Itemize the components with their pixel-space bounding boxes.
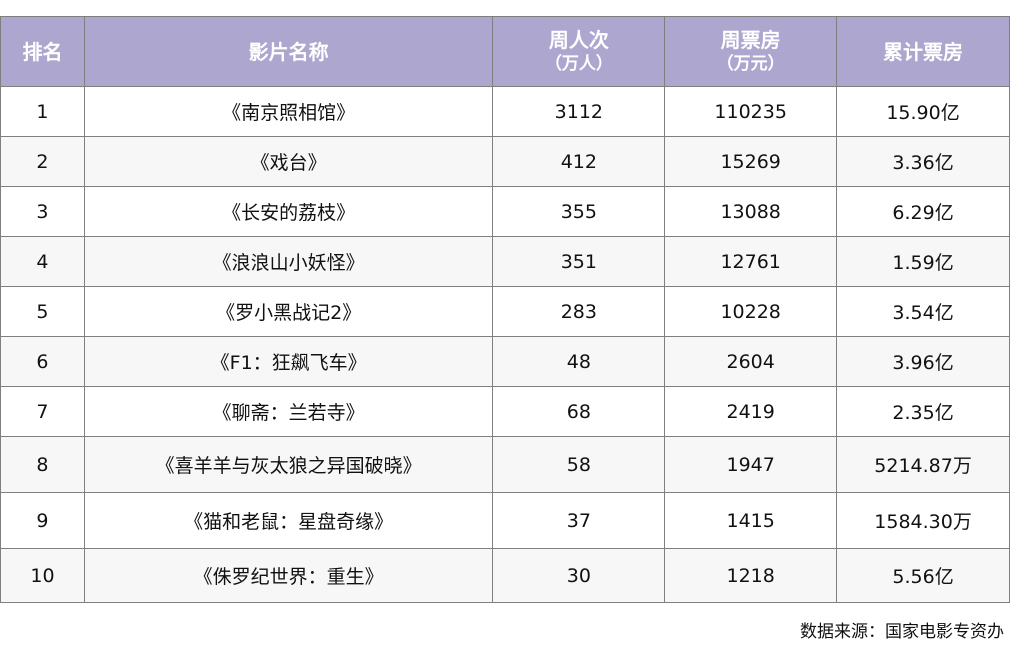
cell-total: 3.36亿 xyxy=(836,136,1010,187)
cell-rank: 8 xyxy=(0,436,85,493)
cell-total: 1.59亿 xyxy=(836,236,1010,287)
cell-title: 《南京照相馆》 xyxy=(83,86,494,137)
cell-weekly: 1415 xyxy=(664,492,838,549)
cell-viewers: 351 xyxy=(492,236,666,287)
cell-title: 《F1：狂飙飞车》 xyxy=(83,336,494,387)
cell-weekly: 15269 xyxy=(664,136,838,187)
cell-viewers: 3112 xyxy=(492,86,666,137)
cell-total: 3.96亿 xyxy=(836,336,1010,387)
cell-total: 6.29亿 xyxy=(836,186,1010,237)
table-row: 7 《聊斋：兰若寺》 68 2419 2.35亿 xyxy=(0,386,1010,437)
header-viewers-label: 周人次 xyxy=(548,27,609,52)
header-row: 排名 影片名称 周人次 （万人） 周票房 （万元） 累计票房 xyxy=(0,16,1010,87)
table-row: 1 《南京照相馆》 3112 110235 15.90亿 xyxy=(0,86,1010,137)
cell-rank: 3 xyxy=(0,186,85,237)
cell-weekly: 1218 xyxy=(664,548,838,603)
header-rank: 排名 xyxy=(0,16,85,87)
cell-weekly: 13088 xyxy=(664,186,838,237)
header-weekly-unit: （万元） xyxy=(716,53,785,74)
cell-viewers: 58 xyxy=(492,436,666,493)
header-weekly: 周票房 （万元） xyxy=(664,16,838,87)
cell-total: 15.90亿 xyxy=(836,86,1010,137)
cell-title: 《戏台》 xyxy=(83,136,494,187)
header-viewers-unit: （万人） xyxy=(544,53,613,74)
cell-weekly: 110235 xyxy=(664,86,838,137)
table-row: 3 《长安的荔枝》 355 13088 6.29亿 xyxy=(0,186,1010,237)
cell-rank: 9 xyxy=(0,492,85,549)
table-row: 2 《戏台》 412 15269 3.36亿 xyxy=(0,136,1010,187)
cell-title: 《浪浪山小妖怪》 xyxy=(83,236,494,287)
header-viewers: 周人次 （万人） xyxy=(492,16,666,87)
cell-rank: 1 xyxy=(0,86,85,137)
cell-viewers: 283 xyxy=(492,286,666,337)
cell-viewers: 412 xyxy=(492,136,666,187)
cell-title: 《猫和老鼠：星盘奇缘》 xyxy=(83,492,494,549)
cell-rank: 6 xyxy=(0,336,85,387)
cell-rank: 4 xyxy=(0,236,85,287)
data-source: 数据来源：国家电影专资办 xyxy=(800,622,1004,642)
cell-title: 《聊斋：兰若寺》 xyxy=(83,386,494,437)
table-row: 8 《喜羊羊与灰太狼之异国破晓》 58 1947 5214.87万 xyxy=(0,436,1010,493)
cell-rank: 5 xyxy=(0,286,85,337)
cell-total: 5.56亿 xyxy=(836,548,1010,603)
header-title: 影片名称 xyxy=(83,16,494,87)
cell-total: 2.35亿 xyxy=(836,386,1010,437)
cell-weekly: 2419 xyxy=(664,386,838,437)
cell-title: 《长安的荔枝》 xyxy=(83,186,494,237)
cell-viewers: 48 xyxy=(492,336,666,387)
cell-total: 3.54亿 xyxy=(836,286,1010,337)
cell-title: 《侏罗纪世界：重生》 xyxy=(83,548,494,603)
cell-rank: 2 xyxy=(0,136,85,187)
table-row: 5 《罗小黑战记2》 283 10228 3.54亿 xyxy=(0,286,1010,337)
cell-weekly: 1947 xyxy=(664,436,838,493)
cell-viewers: 68 xyxy=(492,386,666,437)
cell-viewers: 355 xyxy=(492,186,666,237)
table-row: 9 《猫和老鼠：星盘奇缘》 37 1415 1584.30万 xyxy=(0,492,1010,549)
table-row: 10 《侏罗纪世界：重生》 30 1218 5.56亿 xyxy=(0,548,1010,603)
cell-weekly: 2604 xyxy=(664,336,838,387)
cell-viewers: 37 xyxy=(492,492,666,549)
cell-weekly: 10228 xyxy=(664,286,838,337)
header-total: 累计票房 xyxy=(836,16,1010,87)
cell-title: 《罗小黑战记2》 xyxy=(83,286,494,337)
cell-title: 《喜羊羊与灰太狼之异国破晓》 xyxy=(83,436,494,493)
cell-total: 1584.30万 xyxy=(836,492,1010,549)
cell-total: 5214.87万 xyxy=(836,436,1010,493)
cell-viewers: 30 xyxy=(492,548,666,603)
table-row: 4 《浪浪山小妖怪》 351 12761 1.59亿 xyxy=(0,236,1010,287)
cell-rank: 7 xyxy=(0,386,85,437)
cell-rank: 10 xyxy=(0,548,85,603)
table-row: 6 《F1：狂飙飞车》 48 2604 3.96亿 xyxy=(0,336,1010,387)
header-weekly-label: 周票房 xyxy=(720,27,781,52)
cell-weekly: 12761 xyxy=(664,236,838,287)
box-office-table: 排名 影片名称 周人次 （万人） 周票房 （万元） 累计票房 1 《南京照相馆》 311… xyxy=(0,16,1010,603)
